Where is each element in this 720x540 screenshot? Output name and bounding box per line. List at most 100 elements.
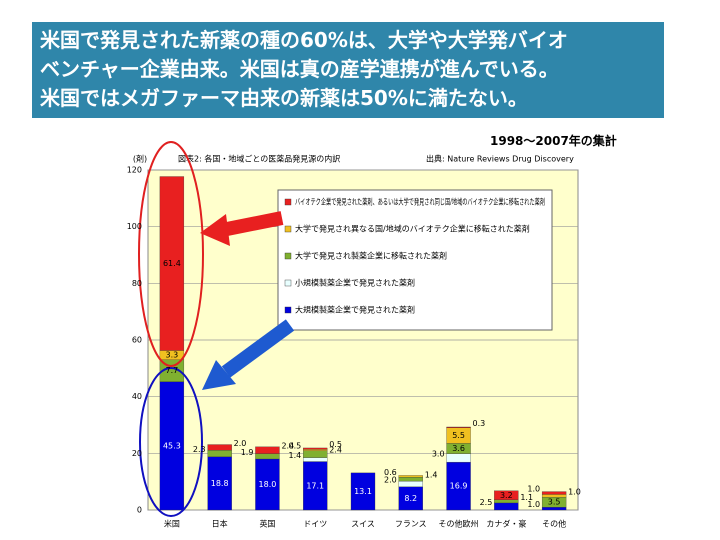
- bar-segment: [541, 491, 567, 495]
- bar-segment: [207, 444, 232, 451]
- x-tick-label: カナダ・豪: [486, 519, 526, 529]
- legend-label: 大学で発見され製薬企業に移転された薬剤: [295, 251, 447, 261]
- arrow: [220, 211, 284, 237]
- value-label: 3.5: [548, 498, 561, 507]
- x-tick-label: 日本: [212, 519, 228, 529]
- x-tick-label: 米国: [164, 519, 180, 529]
- y-tick-label: 60: [132, 336, 142, 345]
- value-label: 1.4: [288, 451, 301, 460]
- bar-segment: [255, 458, 280, 511]
- value-label: 1.0: [527, 485, 540, 494]
- y-tick-label: 100: [127, 222, 142, 231]
- legend-swatch: [284, 198, 292, 206]
- bar-segment: [494, 502, 519, 511]
- value-label: 2.4: [281, 442, 294, 451]
- bar-segment: [398, 476, 423, 482]
- legend-swatch: [284, 252, 292, 260]
- value-label: 0.6: [384, 468, 397, 477]
- value-label: 1.4: [425, 471, 438, 480]
- legend-swatch: [284, 225, 292, 233]
- legend-swatch: [284, 306, 292, 314]
- bar-segment: [303, 449, 328, 451]
- value-label: 45.3: [163, 441, 181, 450]
- slide-title: 米国で発見された新薬の種の60%は、大学や大学発バイオ ベンチャー企業由来。米国…: [32, 22, 664, 118]
- value-label: 7.7: [166, 366, 179, 375]
- arrow-head: [200, 214, 230, 246]
- x-tick-label: 英国: [259, 519, 275, 529]
- legend: [277, 189, 553, 331]
- legend-label: 大規模製薬企業で発見された薬剤: [295, 305, 415, 315]
- value-label: 61.4: [163, 259, 181, 268]
- value-label: 0.3: [473, 419, 486, 428]
- value-label: 2.3: [193, 445, 206, 454]
- value-label: 3.6: [452, 444, 465, 453]
- value-label: 16.9: [450, 482, 468, 491]
- legend-swatch: [284, 279, 292, 287]
- value-label: 0.5: [329, 440, 342, 449]
- value-label: 17.1: [306, 481, 324, 490]
- bar-segment: [159, 381, 185, 511]
- bar-segment: [303, 447, 328, 450]
- bar-segment: [303, 450, 328, 458]
- bar-segment: [159, 176, 185, 351]
- value-label: 1.0: [568, 487, 581, 496]
- bar-segment: [541, 507, 567, 511]
- title-line: 米国で発見された新薬の種の60%は、大学や大学発バイオ: [40, 28, 568, 52]
- highlight-ellipse: [138, 141, 204, 367]
- title-line: ベンチャー企業由来。米国は真の産学連携が進んでいる。: [40, 57, 559, 81]
- arrow-head: [202, 360, 236, 390]
- bar-segment: [207, 450, 232, 457]
- value-label: 13.1: [354, 487, 372, 496]
- value-label: 3.0: [432, 449, 445, 458]
- bar-segment: [398, 480, 423, 487]
- bar-segment: [303, 461, 328, 511]
- legend-label: 小規模製薬企業で発見された薬剤: [295, 278, 415, 288]
- value-label: 5.5: [452, 431, 465, 440]
- legend-label: 大学で発見され異なる国/地域のバイオテク企業に移転された薬剤: [295, 224, 530, 234]
- note: 1998〜2007年の集計: [490, 134, 617, 148]
- chart-title: 図表2: 各国・地域ごとの医薬品発見源の内訳: [178, 154, 340, 164]
- value-label: 3.3: [166, 351, 179, 360]
- y-tick-label: 80: [132, 279, 142, 288]
- arrow: [221, 319, 295, 378]
- title-line: 米国ではメガファーマ由来の新薬は50%に満たない。: [40, 86, 528, 110]
- value-label: 3.2: [500, 491, 513, 500]
- value-label: 8.2: [404, 494, 417, 503]
- y-tick-label: 40: [132, 392, 142, 401]
- y-axis-label: (剤): [133, 154, 147, 164]
- bar-segment: [494, 490, 519, 500]
- x-tick-label: その他: [542, 519, 566, 529]
- value-label: 1.1: [520, 493, 533, 502]
- value-label: 0.5: [288, 442, 301, 451]
- bar-segment: [303, 457, 328, 462]
- x-tick-label: フランス: [395, 520, 427, 529]
- value-label: 1.9: [241, 448, 254, 457]
- legend-label: バイオテク企業で発見された薬剤、あるいは大学で発見され同じ国/地域のバイオテク企…: [295, 197, 545, 207]
- bar-segment: [446, 453, 471, 463]
- value-label: 18.8: [211, 479, 229, 488]
- source: 出典: Nature Reviews Drug Discovery: [426, 154, 574, 164]
- x-tick-label: その他欧州: [439, 519, 479, 529]
- y-tick-label: 0: [137, 506, 142, 515]
- value-label: 2.5: [480, 498, 493, 507]
- bar-segment: [446, 461, 471, 511]
- value-label: 2.0: [384, 475, 397, 484]
- value-label: 18.0: [259, 480, 277, 489]
- bar-segment: [255, 453, 280, 460]
- bar-segment: [255, 446, 280, 454]
- bar-segment: [207, 456, 232, 511]
- bar-segment: [398, 475, 423, 478]
- y-tick-label: 20: [132, 449, 142, 458]
- value-label: 2.4: [329, 446, 342, 455]
- value-label: 1.0: [527, 500, 540, 509]
- x-tick-label: スイス: [351, 520, 375, 529]
- y-tick-label: 120: [127, 166, 142, 175]
- value-label: 2.0: [234, 439, 247, 448]
- bar-segment: [494, 499, 519, 504]
- x-tick-label: ドイツ: [303, 520, 327, 529]
- bar-segment: [446, 426, 471, 428]
- bar-segment: [350, 472, 376, 511]
- highlight-ellipse: [139, 367, 203, 517]
